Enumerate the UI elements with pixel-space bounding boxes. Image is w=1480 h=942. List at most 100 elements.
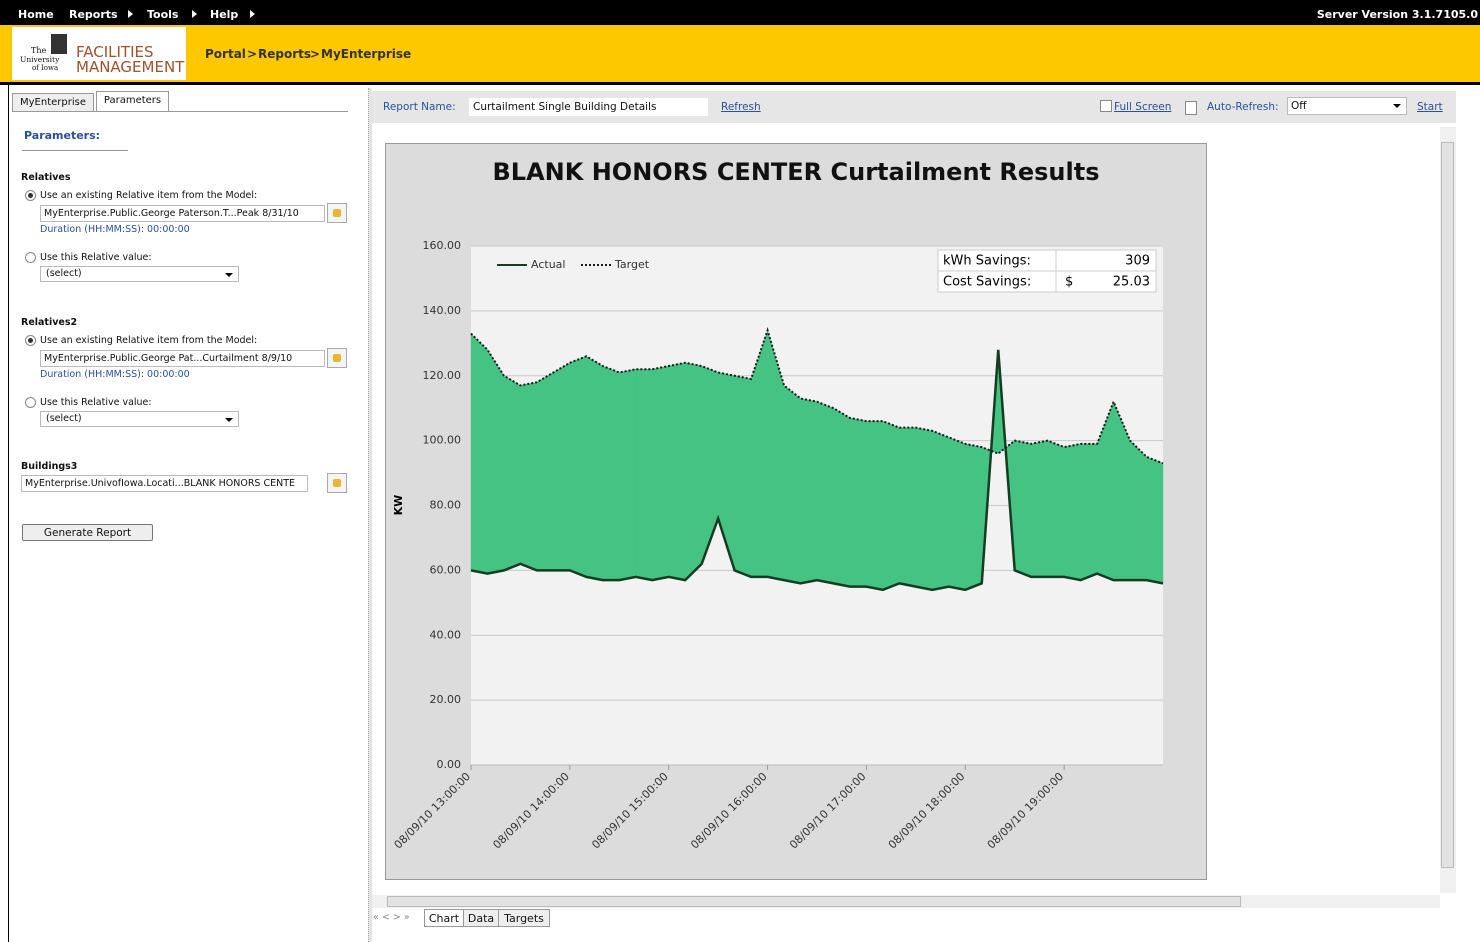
scroll-thumb[interactable] bbox=[387, 896, 1241, 907]
logo-text: of Iowa bbox=[32, 64, 59, 72]
difference-fill bbox=[569, 355, 587, 578]
legend-label: Target bbox=[614, 258, 650, 271]
scroll-thumb[interactable] bbox=[1441, 142, 1454, 868]
difference-fill bbox=[1146, 456, 1164, 584]
picker-button[interactable] bbox=[327, 348, 347, 368]
option-label: Use an existing Relative item from the M… bbox=[40, 190, 258, 201]
difference-fill bbox=[536, 372, 554, 571]
menu-arrow bbox=[128, 10, 133, 18]
y-tick-label: 0.00 bbox=[437, 758, 462, 771]
dropdown[interactable]: (select) bbox=[40, 411, 239, 427]
breadcrumb[interactable]: Reports bbox=[258, 47, 312, 61]
menu-bar bbox=[0, 0, 1480, 25]
sheet-tab[interactable]: Targets bbox=[498, 909, 550, 927]
text-input[interactable]: MyEnterprise.Public.George Paterson.T...… bbox=[40, 205, 325, 222]
difference-fill bbox=[602, 365, 620, 581]
chart: BLANK HONORS CENTER Curtailment Results … bbox=[385, 143, 1207, 880]
difference-fill bbox=[800, 398, 818, 584]
radio[interactable] bbox=[25, 252, 36, 263]
caret bbox=[225, 273, 233, 277]
group-title: Relatives2 bbox=[21, 317, 78, 328]
y-tick-label: 20.00 bbox=[430, 693, 462, 706]
y-tick-label: 60.00 bbox=[430, 563, 462, 576]
picker-button[interactable] bbox=[327, 473, 347, 493]
breadcrumb[interactable]: Portal bbox=[205, 47, 246, 61]
dropdown[interactable]: Off bbox=[1287, 97, 1407, 115]
menu-item[interactable]: Tools bbox=[147, 8, 179, 21]
difference-fill bbox=[470, 332, 488, 574]
difference-fill bbox=[684, 362, 702, 581]
dropdown-value: (select) bbox=[46, 413, 82, 424]
table-unit: $ bbox=[1065, 275, 1073, 290]
radio[interactable] bbox=[25, 335, 36, 346]
menu-item[interactable]: Reports bbox=[69, 8, 118, 21]
text-input[interactable]: Curtailment Single Building Details bbox=[469, 98, 708, 116]
logo-icon bbox=[51, 34, 67, 54]
breadcrumb-separator: > bbox=[310, 47, 321, 61]
option-label: Use an existing Relative item from the M… bbox=[40, 335, 258, 346]
logo-text: MANAGEMENT bbox=[76, 58, 185, 76]
splitter[interactable] bbox=[368, 88, 372, 942]
difference-fill bbox=[816, 401, 834, 584]
breadcrumb-separator: > bbox=[247, 47, 258, 61]
header bbox=[0, 25, 1480, 85]
radio[interactable] bbox=[25, 190, 36, 201]
difference-fill bbox=[882, 420, 900, 591]
y-tick-label: 140.00 bbox=[423, 304, 462, 317]
icon[interactable] bbox=[1185, 101, 1197, 115]
table-label: Cost Savings: bbox=[943, 275, 1031, 290]
radio[interactable] bbox=[25, 397, 36, 408]
difference-fill bbox=[1129, 440, 1147, 581]
series-line bbox=[470, 327, 1164, 465]
logo-text: The bbox=[31, 46, 47, 55]
difference-fill bbox=[586, 355, 604, 581]
label: Auto-Refresh: bbox=[1207, 101, 1279, 113]
y-axis-label: KW bbox=[392, 495, 405, 516]
breadcrumb[interactable]: MyEnterprise bbox=[321, 47, 412, 61]
legend-label: Actual bbox=[531, 258, 565, 271]
table-value: 25.03 bbox=[1113, 275, 1150, 290]
link[interactable]: Full Screen bbox=[1114, 101, 1172, 113]
dropdown-value: (select) bbox=[46, 268, 82, 279]
chart-title: BLANK HONORS CENTER Curtailment Results bbox=[493, 158, 1100, 186]
link[interactable]: Start bbox=[1417, 101, 1443, 113]
y-tick-label: 40.00 bbox=[430, 628, 462, 641]
caret bbox=[1393, 104, 1401, 108]
difference-fill bbox=[915, 427, 933, 591]
picker-button[interactable] bbox=[327, 203, 347, 223]
section-heading: Parameters: bbox=[24, 129, 101, 142]
tab[interactable]: MyEnterprise bbox=[12, 93, 94, 112]
y-tick-label: 80.00 bbox=[430, 499, 462, 512]
table-cell bbox=[1055, 270, 1157, 293]
pager[interactable]: « < > » bbox=[373, 912, 410, 923]
tab-line bbox=[12, 111, 348, 112]
sheet-tab[interactable]: Chart bbox=[424, 909, 464, 927]
menu-arrow bbox=[192, 10, 197, 18]
table-label: kWh Savings: bbox=[943, 254, 1031, 269]
menu-item[interactable]: Help bbox=[210, 8, 239, 21]
difference-fill bbox=[965, 443, 983, 591]
difference-fill bbox=[520, 381, 538, 571]
logo bbox=[12, 27, 186, 80]
y-tick-label: 100.00 bbox=[423, 434, 462, 447]
group-title: Relatives bbox=[21, 172, 71, 183]
tab[interactable]: Parameters bbox=[96, 91, 169, 112]
difference-fill bbox=[651, 365, 669, 581]
difference-fill bbox=[849, 417, 867, 587]
text-input[interactable]: MyEnterprise.UnivofIowa.Locati...BLANK H… bbox=[21, 475, 308, 492]
series-line bbox=[470, 349, 1164, 592]
border bbox=[8, 85, 9, 942]
duration: Duration (HH:MM:SS): 00:00:00 bbox=[40, 369, 190, 380]
menu-item[interactable]: Home bbox=[18, 8, 54, 21]
dropdown[interactable]: (select) bbox=[40, 266, 239, 282]
difference-fill bbox=[668, 362, 686, 581]
checkbox[interactable] bbox=[1100, 100, 1112, 112]
text-input[interactable]: MyEnterprise.Public.George Pat...Curtail… bbox=[40, 350, 325, 367]
button[interactable]: Generate Report bbox=[22, 524, 153, 541]
link[interactable]: Refresh bbox=[721, 101, 761, 113]
option-label: Use this Relative value: bbox=[40, 252, 152, 263]
sheet-tab[interactable]: Data bbox=[463, 909, 499, 927]
label: Report Name: bbox=[383, 101, 456, 113]
difference-fill bbox=[833, 407, 851, 587]
